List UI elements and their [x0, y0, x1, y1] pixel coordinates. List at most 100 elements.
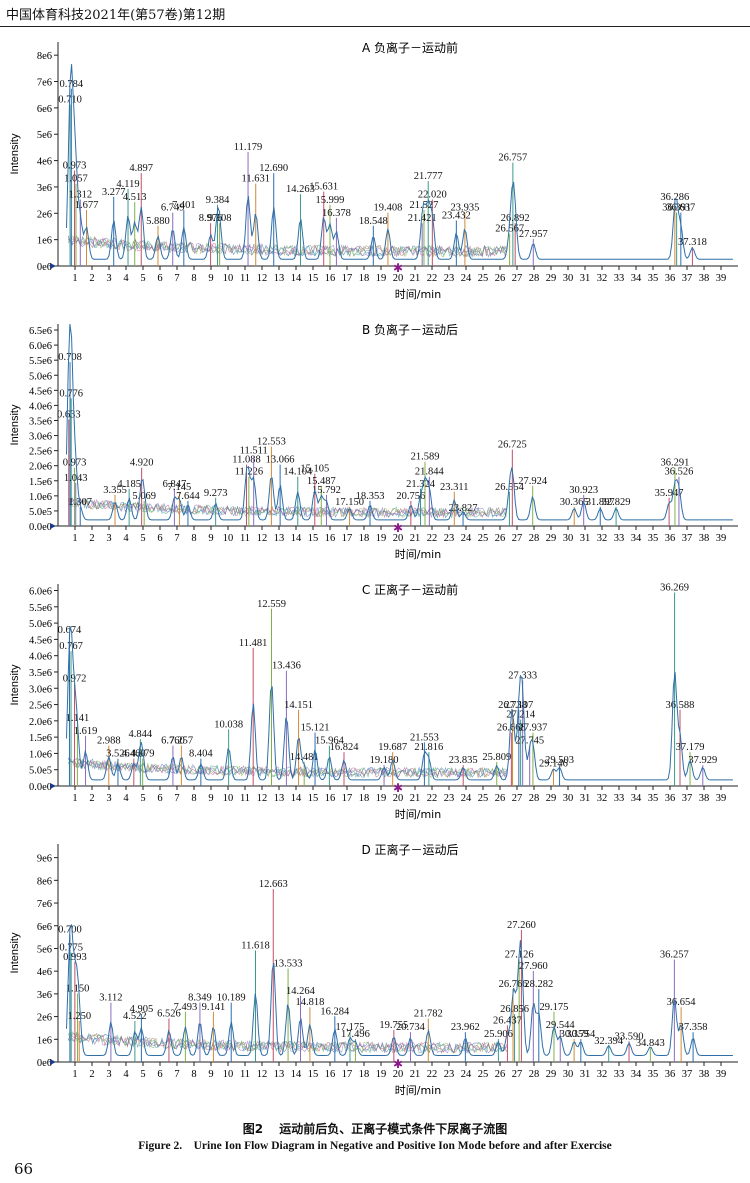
- x-tick-label: 29: [546, 533, 557, 544]
- peak-label: 22.020: [418, 189, 447, 200]
- peak-label: 37.929: [688, 755, 717, 766]
- x-tick-label: 22: [427, 533, 438, 544]
- peak-label: 36.654: [667, 997, 697, 1008]
- y-tick-label: 6e6: [37, 104, 52, 115]
- peak-label: 23.835: [449, 755, 478, 766]
- x-tick-label: 34: [631, 273, 642, 284]
- x-tick-label: 35: [648, 533, 659, 544]
- peak-label: 27.937: [518, 723, 547, 734]
- y-tick-label: 3e6: [37, 990, 52, 1001]
- peak-label: 1.150: [66, 984, 90, 995]
- peak-label: 9.384: [206, 195, 230, 206]
- total-ion-trace: [66, 625, 733, 781]
- x-tick-label: 18: [359, 793, 370, 804]
- x-tick-label: 23: [444, 1069, 455, 1080]
- peak-label: 14.263: [286, 184, 315, 195]
- x-tick-label: 33: [614, 793, 625, 804]
- total-ion-trace: [66, 924, 733, 1056]
- x-tick-label: 3: [106, 533, 111, 544]
- x-tick-label: 16: [325, 273, 336, 284]
- x-tick-label: 26: [495, 533, 506, 544]
- peak-label: 15.964: [315, 736, 345, 747]
- peak-label: 15.487: [307, 476, 336, 487]
- x-tick-label: 35: [648, 1069, 659, 1080]
- x-tick-label: 2: [89, 793, 94, 804]
- peak-label: 13.436: [272, 661, 301, 672]
- x-tick-label: 3: [106, 1069, 111, 1080]
- peak-label: 36.257: [660, 950, 689, 961]
- x-tick-label: 38: [699, 533, 710, 544]
- y-tick-label: 6.0e6: [29, 341, 52, 352]
- peak-label: 21.816: [414, 742, 443, 753]
- x-tick-label: 12: [257, 533, 268, 544]
- chart-title: C 正离子－运动前: [362, 582, 458, 597]
- x-tick-label: 9: [208, 1069, 213, 1080]
- x-tick-label: 30: [563, 273, 574, 284]
- x-tick-label: 22: [427, 1069, 438, 1080]
- x-tick-label: 33: [614, 273, 625, 284]
- peak-label: 32.829: [602, 497, 631, 508]
- y-tick-label: 0.0e0: [29, 782, 52, 793]
- peak-label: 19.687: [378, 742, 407, 753]
- y-axis-title: Intensity: [9, 133, 21, 174]
- x-tick-label: 17: [342, 533, 353, 544]
- x-tick-label: 14: [291, 533, 302, 544]
- peak-label: 35.947: [655, 488, 684, 499]
- peak-label: 12.690: [259, 163, 288, 174]
- peak-label: 13.066: [266, 455, 295, 466]
- peak-label: 29.146: [539, 758, 568, 769]
- x-tick-label: 22: [427, 273, 438, 284]
- peak-label: 30.365: [560, 497, 589, 508]
- x-tick-label: 13: [274, 533, 285, 544]
- peak-label: 25.809: [482, 752, 511, 763]
- x-tick-label: 8: [191, 533, 196, 544]
- chart-title: B 负离子－运动后: [362, 322, 458, 337]
- x-tick-label: 27: [512, 793, 523, 804]
- x-tick-label: 9: [208, 533, 213, 544]
- x-tick-label: 5: [140, 793, 145, 804]
- peak-label: 23.962: [451, 1022, 480, 1033]
- peak-label: 8.404: [189, 749, 213, 760]
- peak-label: 14.151: [284, 700, 313, 711]
- peak-label: 16.284: [320, 1006, 350, 1017]
- peak-label: 20.756: [396, 491, 425, 502]
- x-tick-label: 6: [157, 273, 162, 284]
- peak-label: 36.391: [662, 203, 691, 214]
- x-tick-label: 19: [376, 793, 387, 804]
- x-tick-label: 12: [257, 1069, 268, 1080]
- x-tick-label: 36: [665, 1069, 676, 1080]
- x-tick-label: 26: [495, 273, 506, 284]
- peak-label: 7.493: [174, 1002, 198, 1013]
- y-tick-label: 1.5e6: [29, 477, 52, 488]
- x-tick-label: 33: [614, 1069, 625, 1080]
- header-rule: [0, 26, 750, 27]
- peak-label: 1.619: [74, 726, 98, 737]
- peak-label: 11.511: [240, 446, 268, 457]
- peak-label: 14.481: [290, 752, 319, 763]
- axis-arrow-icon: [50, 783, 56, 789]
- x-tick-label: 11: [240, 793, 250, 804]
- peak-label: 30.359: [560, 1029, 589, 1040]
- x-tick-label: 39: [716, 273, 727, 284]
- peak-label: 0.784: [60, 79, 84, 90]
- y-tick-label: 5.0e5: [29, 507, 52, 518]
- peak-label: 4.513: [123, 192, 147, 203]
- peak-label: 15.121: [301, 723, 330, 734]
- x-tick-label: 21: [410, 273, 421, 284]
- x-tick-label: 35: [648, 793, 659, 804]
- x-tick-label: 3: [106, 273, 111, 284]
- x-tick-label: 25: [478, 1069, 489, 1080]
- peak-label: 12.553: [257, 437, 286, 448]
- peak-label: 37.358: [679, 1022, 708, 1033]
- peak-label: 23.935: [450, 203, 479, 214]
- chart-panel-d: D 正离子－运动后 Intensity 0e6 1e6 2e6 3e6 4e6 5e6 6e6 7…: [0, 832, 750, 1104]
- peak-label: 18.353: [356, 491, 385, 502]
- chart-title: A 负离子－运动前: [362, 40, 458, 55]
- x-tick-label: 1: [72, 533, 77, 544]
- x-tick-label: 36: [665, 273, 676, 284]
- peak-label: 8.349: [188, 993, 212, 1004]
- x-tick-label: 27: [512, 533, 523, 544]
- x-tick-label: 20: [393, 533, 404, 544]
- peak-label: 17.175: [336, 1022, 365, 1033]
- x-tick-label: 37: [682, 1069, 693, 1080]
